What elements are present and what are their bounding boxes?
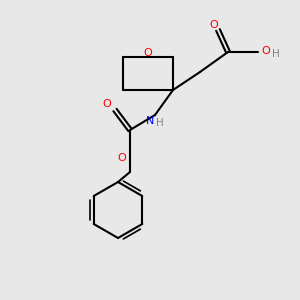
Text: O: O <box>210 20 218 30</box>
Text: O: O <box>262 46 270 56</box>
Text: N: N <box>146 116 154 126</box>
Text: O: O <box>144 48 152 58</box>
Text: H: H <box>272 49 280 59</box>
Text: H: H <box>156 118 164 128</box>
Text: O: O <box>118 153 126 163</box>
Text: O: O <box>103 99 111 109</box>
